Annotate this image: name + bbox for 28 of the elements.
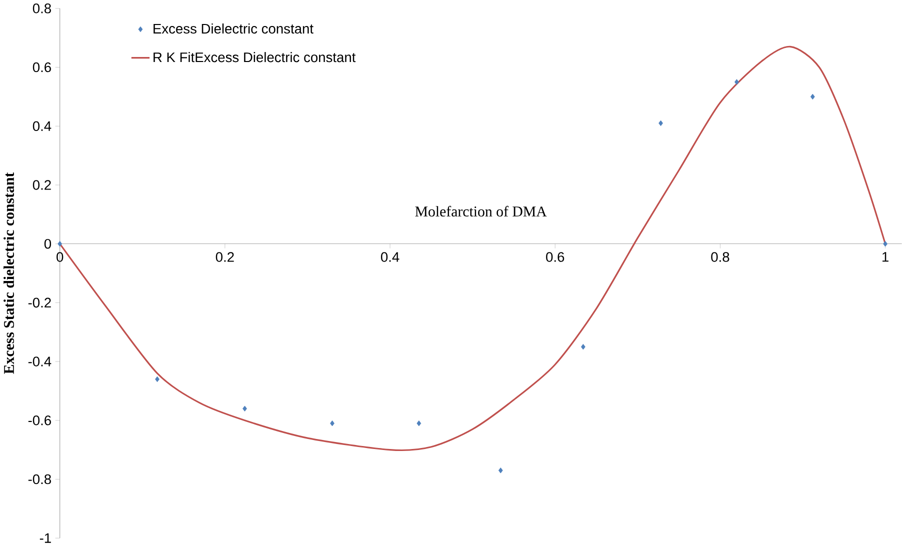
x-tick-label: 1 [882,252,888,262]
x-tick-label: 0.2 [216,252,234,262]
x-tick-label: 0.8 [711,252,730,262]
y-tick-label: -0.8 [28,474,51,484]
y-tick-label: -1 [40,533,51,543]
point [416,420,422,426]
y-tick-label: 0.2 [32,180,51,190]
point [498,467,503,474]
point [155,376,160,382]
y-tick-label: -0.6 [28,415,51,426]
y-axis-title: Excess Static dielectric constant [4,172,14,374]
x-axis-title: Molefarction of DMA [415,206,547,216]
y-tick-label: -0.4 [28,356,52,366]
y-tick-label: 0 [44,238,52,249]
point [58,240,62,247]
legend-label: R K FitExcess Dielectric constant [154,52,356,62]
y-tick-label: -0.2 [28,298,51,308]
x-tick-label: 0.4 [380,252,400,262]
point [658,120,663,126]
legend-label: Excess Dielectric constant [154,23,314,34]
y-tick-label: 0.6 [32,62,51,72]
y-tick-label: 0.4 [32,121,52,131]
x-tick-label: 0.6 [546,252,564,262]
x-tick-label: 0 [56,252,64,262]
point [242,406,247,412]
point [580,344,586,350]
point [810,94,815,100]
y-tick-label: 0.8 [32,3,51,14]
